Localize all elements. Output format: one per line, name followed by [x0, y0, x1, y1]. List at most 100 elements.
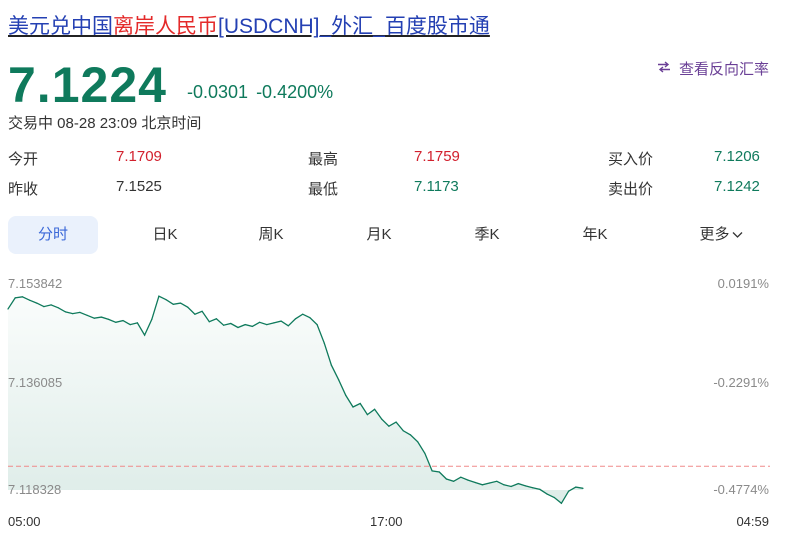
swap-arrows-icon — [657, 60, 671, 77]
price-point — [86, 314, 88, 316]
price-point — [115, 321, 117, 323]
price-point — [560, 502, 563, 504]
price-point — [359, 402, 361, 405]
price-point — [201, 310, 203, 312]
price-point — [395, 421, 397, 423]
trading-status: 交易中 08-28 23:09 北京时间 — [8, 115, 202, 132]
title-part-usd-cn: 美元兑中国 — [8, 15, 113, 38]
price-point — [467, 479, 469, 481]
tab-weekly-k[interactable]: 周K — [258, 226, 284, 243]
price-point — [532, 487, 534, 489]
x-tick: 17:00 — [370, 514, 403, 529]
price-point — [388, 425, 390, 427]
price-point — [223, 324, 225, 326]
price-point — [546, 493, 548, 495]
price-point — [366, 414, 368, 416]
price-point — [338, 379, 340, 381]
y-right-tick: 0.0191% — [717, 276, 769, 291]
price-point — [208, 321, 210, 323]
price-point — [122, 320, 124, 322]
price-point — [14, 297, 16, 299]
price-point — [302, 313, 304, 315]
price-point — [503, 484, 505, 486]
reverse-rate-label: 查看反向汇率 — [678, 61, 769, 78]
intraday-chart[interactable]: 7.153842 7.136085 7.118328 0.0191% -0.22… — [0, 258, 789, 545]
price-point — [553, 496, 555, 499]
open-value: 7.1709 — [116, 148, 162, 165]
price-point — [273, 322, 275, 324]
price-point — [215, 318, 217, 320]
ask-value: 7.1242 — [714, 178, 760, 195]
price-point — [489, 482, 491, 484]
price-point — [21, 296, 23, 298]
price-point — [345, 394, 347, 396]
price-point — [524, 485, 527, 487]
y-right-tick: -0.4774% — [713, 482, 769, 497]
high-label: 最高 — [308, 151, 339, 168]
price-point — [575, 486, 577, 488]
price-point — [460, 476, 462, 478]
price-point — [244, 324, 246, 326]
x-tick: 05:00 — [8, 514, 41, 529]
price-point — [7, 308, 9, 310]
tab-daily-k[interactable]: 日K — [152, 226, 178, 243]
title-part-code: [USDCNH]_外汇_百度股市通 — [218, 15, 490, 38]
price-point — [424, 452, 426, 454]
low-value: 7.1173 — [414, 178, 459, 195]
price-point — [93, 317, 95, 319]
price-point — [72, 313, 74, 315]
tab-monthly-k[interactable]: 月K — [366, 226, 392, 243]
price-point — [136, 322, 138, 324]
price-point — [539, 488, 541, 490]
page-title[interactable]: 美元兑中国离岸人民币[USDCNH]_外汇_百度股市通 — [8, 10, 490, 40]
price-point — [187, 306, 189, 308]
price-point — [510, 485, 512, 488]
price-point — [309, 317, 311, 319]
price-point — [402, 430, 404, 432]
tab-quarterly-k[interactable]: 季K — [474, 226, 500, 243]
price-point — [323, 342, 325, 344]
price-point — [517, 483, 519, 485]
price-point — [64, 311, 67, 313]
price-point — [100, 316, 102, 318]
x-tick: 04:59 — [736, 514, 769, 529]
prev-close-value: 7.1525 — [116, 178, 162, 195]
price-point — [280, 320, 282, 322]
price-point — [165, 299, 167, 301]
price-point — [316, 324, 318, 326]
price-point — [294, 318, 297, 320]
change-absolute: -0.0301 — [187, 82, 249, 102]
price-point — [230, 322, 232, 325]
price-point — [158, 295, 160, 297]
price-point — [259, 321, 261, 323]
price-point — [29, 299, 31, 301]
price-point — [453, 480, 455, 482]
title-part-offshore-rmb: 离岸人民币 — [113, 15, 218, 38]
open-label: 今开 — [8, 151, 39, 168]
price-point — [79, 311, 81, 313]
tab-yearly-k[interactable]: 年K — [582, 226, 608, 243]
tab-intraday[interactable]: 分时 — [8, 216, 98, 254]
y-left-tick: 7.118328 — [8, 482, 62, 497]
price-point — [445, 478, 447, 480]
tab-more-label: 更多 — [699, 226, 730, 243]
bid-label: 买入价 — [608, 151, 654, 168]
price-point — [179, 302, 182, 304]
price-point — [172, 303, 174, 305]
price-point — [36, 302, 38, 304]
price-point — [474, 481, 476, 484]
price-point — [266, 324, 268, 326]
reverse-rate-link[interactable]: 查看反向汇率 — [657, 58, 769, 79]
price-point — [144, 334, 146, 336]
price-point — [374, 408, 376, 410]
tab-more[interactable]: 更多 — [676, 216, 766, 254]
price-point — [568, 490, 570, 492]
price-point — [194, 313, 196, 315]
price-point — [438, 471, 440, 473]
y-right-tick: -0.2291% — [713, 375, 769, 390]
price-point — [330, 364, 332, 366]
chevron-down-icon — [730, 226, 743, 243]
y-left-tick: 7.153842 — [8, 276, 63, 291]
chart-svg — [7, 295, 770, 505]
low-label: 最低 — [308, 181, 339, 198]
